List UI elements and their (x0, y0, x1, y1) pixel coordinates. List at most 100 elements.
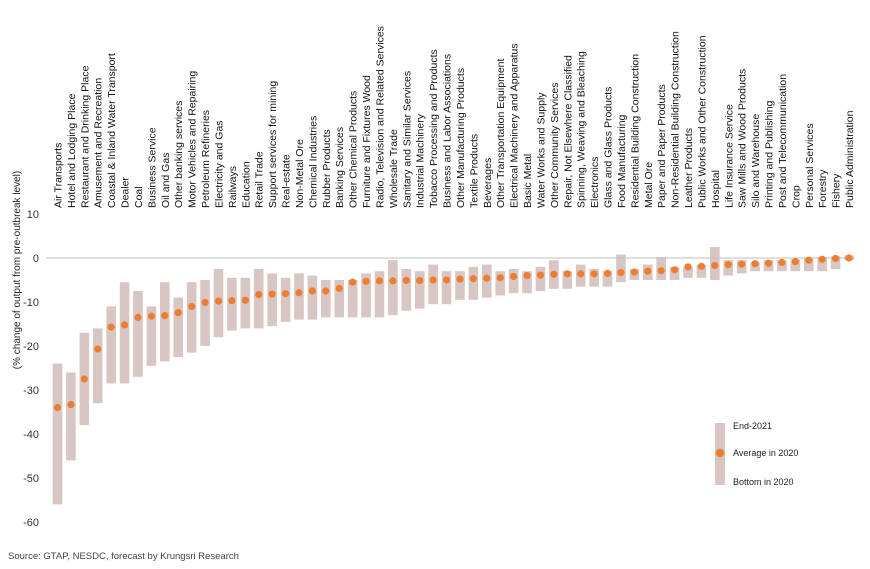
range-bar (830, 256, 841, 269)
range-bar (388, 260, 398, 316)
average-dot (375, 277, 384, 285)
y-tick-label: 10 (27, 209, 39, 221)
average-dot (67, 400, 75, 409)
range-bar (468, 266, 479, 300)
category-label: Non-Metal Ore (294, 139, 306, 208)
category-label: Glass and Glass Products (603, 87, 615, 208)
range-bar (321, 280, 331, 318)
category-label: Leather Products (683, 128, 695, 208)
y-tick-label: -60 (23, 517, 39, 529)
category-label: Printing and Publishing (764, 100, 776, 208)
category-label: Hotel and Lodging Place (66, 93, 78, 208)
range-bar (253, 269, 264, 329)
range-bar (146, 306, 157, 366)
range-bar (106, 306, 116, 384)
category-label: Life Insurance Service (723, 104, 735, 208)
category-label: Coastal & Inland Water Transport (106, 53, 118, 208)
average-dot (845, 254, 853, 262)
category-label: Support services for mining (267, 81, 279, 208)
average-dot (80, 375, 88, 383)
range-bar (92, 328, 103, 404)
category-label: Radio, Television and Related Services (374, 26, 386, 208)
average-dot (188, 302, 196, 310)
range-bar (683, 266, 693, 278)
average-dot (107, 323, 115, 331)
legend-end-label: End-2021 (733, 421, 772, 431)
range-bar (361, 273, 371, 318)
average-dot (630, 268, 638, 276)
average-dot (657, 267, 665, 275)
average-dot (764, 259, 773, 267)
legend: End-2021 Average in 2020 Bottom in 2020 (715, 421, 798, 487)
category-label: Other Chemical Products (348, 91, 360, 208)
category-label: Post and Telecommunication (777, 74, 789, 208)
average-dot (791, 257, 799, 266)
category-label: Textile Products (468, 134, 480, 208)
average-dot (577, 270, 585, 278)
category-label: Beverages (482, 158, 494, 208)
category-label: Hospital (710, 170, 722, 208)
average-dot (671, 266, 679, 274)
average-dot (174, 308, 182, 317)
legend-avg-label: Average in 2020 (733, 448, 798, 458)
range-bar (508, 269, 519, 294)
category-label: Wholesale Trade (388, 129, 400, 208)
category-label: Rubber Products (321, 129, 333, 208)
range-bar (374, 271, 385, 318)
category-label: Banking Services (334, 127, 346, 208)
average-dot (510, 272, 518, 281)
average-dot (751, 260, 759, 268)
range-bar (455, 271, 465, 300)
category-label: Furniture and Fixtures Wood (361, 75, 373, 208)
average-dot (295, 289, 303, 297)
range-bar (414, 271, 425, 309)
range-bar (307, 275, 318, 320)
category-label: Business Service (146, 127, 158, 208)
average-dot (697, 262, 706, 270)
range-bar (186, 282, 197, 353)
y-axis-ticks: 10 0 -10 -20 -30 -40 -50 -60 (23, 209, 39, 529)
range-bar (803, 258, 814, 272)
range-bar (441, 271, 452, 305)
average-dot (590, 270, 598, 278)
range-bar (696, 264, 707, 278)
y-tick-label: -40 (23, 429, 39, 441)
y-axis-label: (% change of output from pre-outbreak le… (12, 171, 23, 369)
category-label: Other Community Services (549, 83, 561, 208)
range-bar (200, 280, 210, 346)
range-bar (616, 254, 626, 283)
range-bar (535, 266, 546, 291)
average-dot (429, 276, 437, 284)
category-label: Electrical Machinery and Apparatus (509, 43, 521, 208)
average-dot (214, 297, 223, 305)
average-dot (241, 296, 249, 304)
category-label: Forestry (817, 169, 829, 208)
category-label: Residential Building Construction (629, 54, 641, 208)
range-bar (133, 291, 143, 377)
category-label: Repair, Not Elsewhere Classified (562, 55, 574, 208)
average-dot (349, 278, 357, 286)
category-label: Silo and Warehouse (750, 114, 762, 208)
average-dot (483, 274, 491, 282)
category-label: Personal Services (804, 123, 816, 208)
average-dot (603, 269, 612, 277)
average-dot (389, 277, 397, 285)
y-tick-label: -30 (23, 385, 39, 397)
average-dot (563, 270, 571, 278)
category-label: Tobacco Processing and Products (428, 49, 440, 208)
average-dot (322, 287, 330, 295)
category-label: Coal (133, 186, 145, 208)
range-bar (401, 269, 412, 311)
range-bar (589, 269, 599, 287)
category-label: Other Transportation Equipment (495, 59, 507, 208)
range-bar (294, 273, 304, 320)
category-label: Education (240, 161, 252, 208)
range-bar (119, 282, 130, 384)
range-bar (817, 257, 827, 272)
category-label: Public Administration (844, 110, 856, 208)
category-label: Other Manufacturing Products (455, 68, 467, 208)
category-label: Paper and Paper Products (656, 84, 668, 208)
y-tick-label: -50 (23, 473, 39, 485)
category-label: Retail Trade (254, 151, 266, 208)
